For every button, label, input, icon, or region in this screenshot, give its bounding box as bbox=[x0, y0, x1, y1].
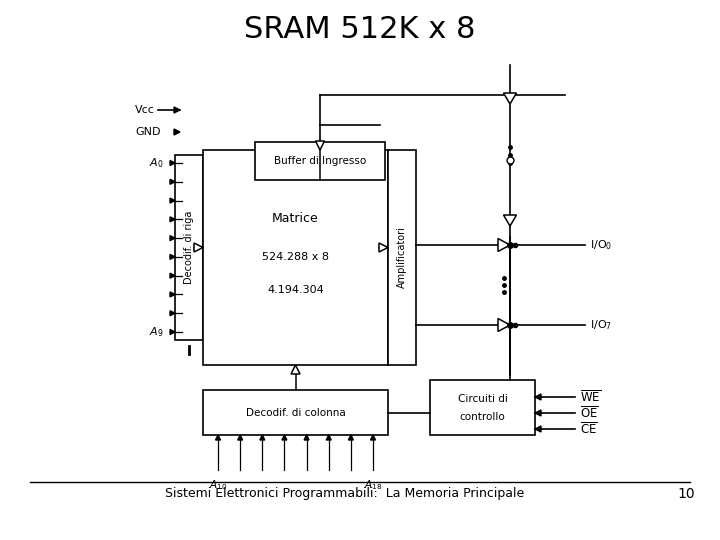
Polygon shape bbox=[379, 243, 388, 252]
Polygon shape bbox=[498, 319, 510, 332]
Polygon shape bbox=[174, 129, 180, 135]
Polygon shape bbox=[315, 141, 325, 150]
Polygon shape bbox=[170, 254, 175, 259]
Polygon shape bbox=[503, 93, 516, 104]
Text: Amplificatori: Amplificatori bbox=[397, 227, 407, 288]
Polygon shape bbox=[535, 426, 541, 432]
Text: $\overline{\rm OE}$: $\overline{\rm OE}$ bbox=[580, 405, 598, 421]
Polygon shape bbox=[170, 160, 175, 165]
Polygon shape bbox=[282, 435, 287, 440]
Text: GND: GND bbox=[135, 127, 161, 137]
Polygon shape bbox=[194, 243, 203, 252]
Text: $\overline{\rm CE}$: $\overline{\rm CE}$ bbox=[580, 421, 598, 437]
FancyBboxPatch shape bbox=[388, 150, 416, 365]
FancyBboxPatch shape bbox=[203, 150, 388, 365]
FancyBboxPatch shape bbox=[175, 155, 203, 340]
Text: Sistemi Elettronici Programmabili:  La Memoria Principale: Sistemi Elettronici Programmabili: La Me… bbox=[166, 488, 525, 501]
FancyBboxPatch shape bbox=[255, 142, 385, 180]
Polygon shape bbox=[238, 435, 243, 440]
Text: I/O$_7$: I/O$_7$ bbox=[590, 318, 612, 332]
Text: Matrice: Matrice bbox=[272, 212, 319, 225]
FancyBboxPatch shape bbox=[430, 380, 535, 435]
Polygon shape bbox=[535, 410, 541, 416]
Polygon shape bbox=[291, 365, 300, 374]
Text: Vcc: Vcc bbox=[135, 105, 155, 115]
Text: Circuiti di: Circuiti di bbox=[458, 394, 508, 404]
Polygon shape bbox=[304, 435, 309, 440]
Text: $A_{18}$: $A_{18}$ bbox=[364, 478, 382, 492]
Polygon shape bbox=[170, 235, 175, 241]
Polygon shape bbox=[170, 198, 175, 203]
Polygon shape bbox=[503, 215, 516, 226]
Polygon shape bbox=[326, 435, 331, 440]
Text: Decodif. di riga: Decodif. di riga bbox=[184, 211, 194, 284]
Polygon shape bbox=[170, 217, 175, 222]
Polygon shape bbox=[348, 435, 354, 440]
Polygon shape bbox=[170, 310, 175, 316]
Polygon shape bbox=[170, 329, 175, 334]
Polygon shape bbox=[535, 394, 541, 400]
Text: 4.194.304: 4.194.304 bbox=[267, 285, 324, 295]
Text: $A_{10}$: $A_{10}$ bbox=[209, 478, 228, 492]
Polygon shape bbox=[371, 435, 376, 440]
Text: Decodif. di colonna: Decodif. di colonna bbox=[246, 408, 346, 417]
Text: 524.288 x 8: 524.288 x 8 bbox=[262, 253, 329, 262]
Polygon shape bbox=[260, 435, 265, 440]
FancyBboxPatch shape bbox=[203, 390, 388, 435]
Polygon shape bbox=[170, 292, 175, 297]
Text: I/O$_0$: I/O$_0$ bbox=[590, 238, 612, 252]
Polygon shape bbox=[174, 107, 180, 113]
Polygon shape bbox=[170, 179, 175, 184]
Polygon shape bbox=[170, 273, 175, 278]
Text: 10: 10 bbox=[678, 487, 695, 501]
Text: controllo: controllo bbox=[459, 413, 505, 422]
Text: SRAM 512K x 8: SRAM 512K x 8 bbox=[244, 16, 476, 44]
Text: Buffer di Ingresso: Buffer di Ingresso bbox=[274, 156, 366, 166]
Polygon shape bbox=[215, 435, 220, 440]
Text: $A_9$: $A_9$ bbox=[150, 325, 164, 339]
Polygon shape bbox=[498, 239, 510, 252]
Text: $A_0$: $A_0$ bbox=[150, 156, 164, 170]
Text: $\overline{\rm WE}$: $\overline{\rm WE}$ bbox=[580, 389, 601, 405]
